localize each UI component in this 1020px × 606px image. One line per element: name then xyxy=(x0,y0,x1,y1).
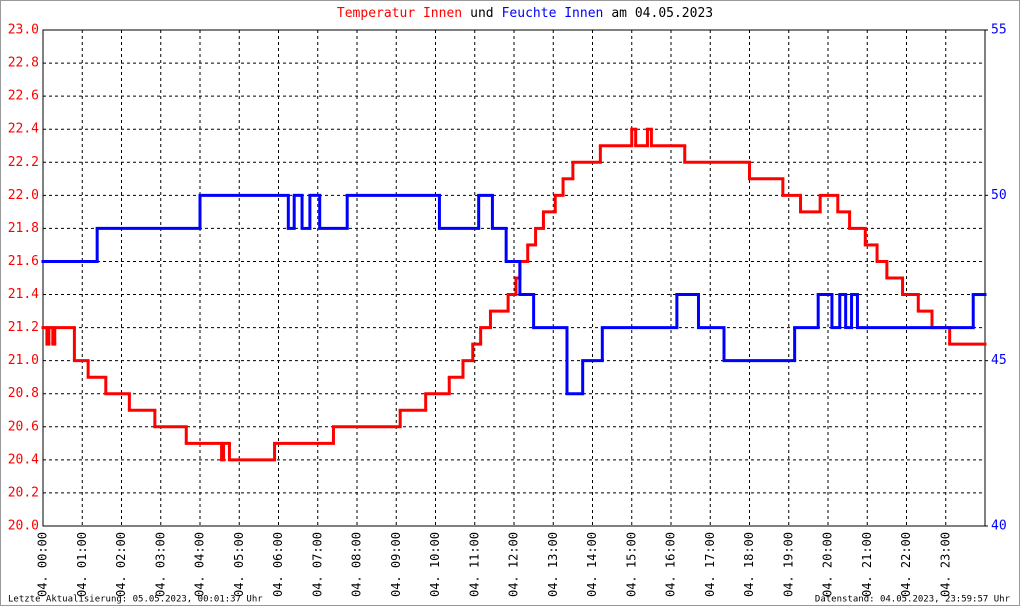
x-tick-label: 04. 19:00 xyxy=(781,532,795,597)
title-part: Temperatur Innen xyxy=(337,6,462,21)
y-tick-label: 21.2 xyxy=(8,320,39,335)
y-tick-label: 20.0 xyxy=(8,519,39,534)
title-part: am 04.05.2023 xyxy=(611,6,713,21)
x-tick-label: 04. 05:00 xyxy=(232,532,246,597)
x-tick-label: 04. 21:00 xyxy=(860,532,874,597)
y2-tick-label: 50 xyxy=(991,188,1007,203)
x-tick-label: 04. 04:00 xyxy=(193,532,207,597)
y-tick-label: 21.0 xyxy=(8,353,39,368)
x-tick-label: 04. 12:00 xyxy=(507,532,521,597)
x-tick-label: 04. 22:00 xyxy=(899,532,913,597)
plot-frame xyxy=(42,29,986,527)
y-tick-label: 22.2 xyxy=(8,155,39,170)
footer-right: Datenstand: 04.05.2023, 23:59:57 Uhr xyxy=(815,595,1011,605)
x-tick-label: 04. 18:00 xyxy=(742,532,756,597)
y-tick-label: 23.0 xyxy=(8,23,39,38)
x-tick-label: 04. 15:00 xyxy=(624,532,638,597)
y-tick-label: 22.4 xyxy=(8,122,39,137)
y2-tick-label: 55 xyxy=(991,23,1007,38)
x-tick-label: 04. 17:00 xyxy=(703,532,717,597)
y-tick-label: 21.8 xyxy=(8,221,39,236)
x-tick-label: 04. 13:00 xyxy=(546,532,560,597)
y-tick-label: 20.8 xyxy=(8,386,39,401)
y-tick-label: 21.4 xyxy=(8,287,39,302)
y-tick-label: 20.4 xyxy=(8,452,39,467)
x-tick-label: 04. 03:00 xyxy=(153,532,167,597)
x-tick-label: 04. 10:00 xyxy=(428,532,442,597)
title-part: Feuchte Innen xyxy=(502,6,604,21)
y-tick-label: 20.6 xyxy=(8,419,39,434)
x-tick-label: 04. 23:00 xyxy=(938,532,952,597)
title-part: und xyxy=(470,6,493,21)
x-tick-label: 04. 16:00 xyxy=(664,532,678,597)
x-tick-label: 04. 02:00 xyxy=(114,532,128,597)
x-tick-label: 04. 08:00 xyxy=(350,532,364,597)
y2-tick-label: 40 xyxy=(991,519,1007,534)
y-tick-label: 22.6 xyxy=(8,89,39,104)
x-tick-label: 04. 20:00 xyxy=(821,532,835,597)
x-tick-label: 04. 14:00 xyxy=(585,532,599,597)
x-tick-label: 04. 09:00 xyxy=(389,532,403,597)
x-tick-label: 04. 07:00 xyxy=(310,532,324,597)
y2-tick-label: 45 xyxy=(991,353,1007,368)
y-tick-label: 21.6 xyxy=(8,254,39,269)
y-tick-label: 22.0 xyxy=(8,188,39,203)
x-tick-label: 04. 01:00 xyxy=(75,532,89,597)
y-tick-label: 22.8 xyxy=(8,56,39,71)
y-tick-label: 20.2 xyxy=(8,485,39,500)
x-tick-label: 04. 11:00 xyxy=(467,532,481,597)
x-tick-label: 04. 06:00 xyxy=(271,532,285,597)
x-tick-label: 04. 00:00 xyxy=(36,532,50,597)
footer-left: Letzte Aktualisierung: 05.05.2023, 00:01… xyxy=(8,595,263,605)
chart-title: Temperatur Innen und Feuchte Innen am 04.05… xyxy=(337,6,713,21)
